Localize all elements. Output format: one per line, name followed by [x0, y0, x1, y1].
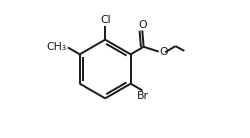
Text: Cl: Cl	[100, 15, 110, 25]
Text: O: O	[138, 20, 146, 30]
Text: Br: Br	[136, 91, 148, 101]
Text: CH₃: CH₃	[47, 42, 67, 52]
Text: O: O	[159, 47, 168, 57]
